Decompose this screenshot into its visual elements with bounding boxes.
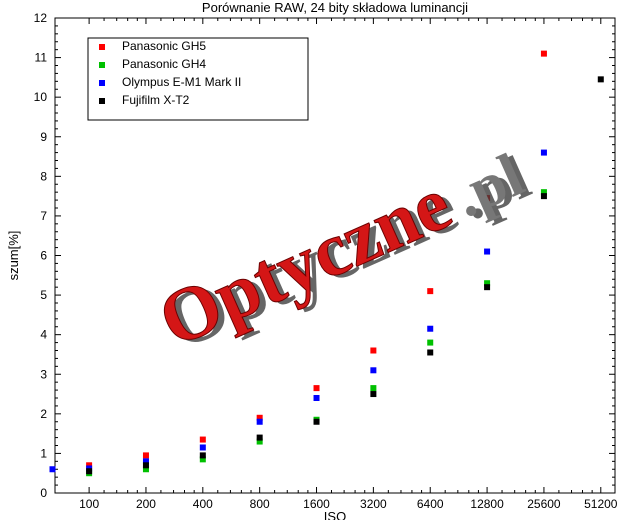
y-tick-label: 1: [40, 446, 47, 460]
data-point: [370, 385, 376, 391]
x-tick-label: 12800: [470, 497, 504, 511]
y-tick-label: 12: [34, 11, 48, 25]
data-point: [257, 419, 263, 425]
legend-marker: [99, 62, 105, 68]
data-point: [257, 435, 263, 441]
legend-label: Fujifilm X-T2: [122, 93, 190, 107]
data-point: [314, 395, 320, 401]
x-tick-label: 200: [136, 497, 156, 511]
y-tick-label: 6: [40, 249, 47, 263]
y-tick-label: 11: [35, 51, 48, 65]
x-tick-label: 100: [79, 497, 99, 511]
data-point: [50, 466, 56, 472]
data-point: [427, 326, 433, 332]
data-point: [541, 51, 547, 57]
legend-label: Panasonic GH4: [122, 57, 206, 71]
x-tick-label: 3200: [360, 497, 387, 511]
data-point: [484, 284, 490, 290]
y-tick-label: 2: [40, 407, 47, 421]
data-point: [86, 468, 92, 474]
data-point: [200, 452, 206, 458]
legend-marker: [99, 80, 105, 86]
x-tick-label: 800: [250, 497, 270, 511]
legend-label: Olympus E-M1 Mark II: [122, 75, 241, 89]
y-tick-label: 5: [40, 288, 47, 302]
x-tick-label: 400: [193, 497, 213, 511]
watermark: OptyczneOptyczne.pl.pl: [147, 127, 541, 368]
y-tick-label: 3: [40, 367, 47, 381]
x-axis-label: ISO: [324, 509, 346, 520]
data-point: [484, 249, 490, 255]
data-point: [143, 452, 149, 458]
data-point: [541, 193, 547, 199]
y-tick-label: 0: [40, 486, 47, 500]
x-tick-label: 25600: [527, 497, 561, 511]
data-point: [427, 288, 433, 294]
data-point: [427, 340, 433, 346]
data-point: [143, 462, 149, 468]
data-point: [200, 437, 206, 443]
data-point: [314, 419, 320, 425]
legend-marker: [99, 44, 105, 50]
chart-svg: Porównanie RAW, 24 bity składowa luminan…: [0, 0, 634, 520]
chart-container: Porównanie RAW, 24 bity składowa luminan…: [0, 0, 634, 520]
data-point: [598, 76, 604, 82]
y-tick-label: 9: [40, 130, 47, 144]
chart-title: Porównanie RAW, 24 bity składowa luminan…: [202, 0, 468, 15]
y-axis-label: szum[%]: [6, 231, 21, 281]
data-point: [427, 349, 433, 355]
y-tick-label: 4: [40, 328, 47, 342]
data-point: [200, 444, 206, 450]
data-point: [314, 385, 320, 391]
y-tick-label: 8: [40, 169, 47, 183]
legend-marker: [99, 98, 105, 104]
x-tick-label: 51200: [584, 497, 618, 511]
data-point: [541, 150, 547, 156]
data-point: [370, 348, 376, 354]
y-tick-label: 7: [40, 209, 47, 223]
y-tick-label: 10: [34, 90, 48, 104]
legend-label: Panasonic GH5: [122, 39, 206, 53]
data-point: [370, 391, 376, 397]
data-point: [370, 367, 376, 373]
x-tick-label: 6400: [417, 497, 444, 511]
